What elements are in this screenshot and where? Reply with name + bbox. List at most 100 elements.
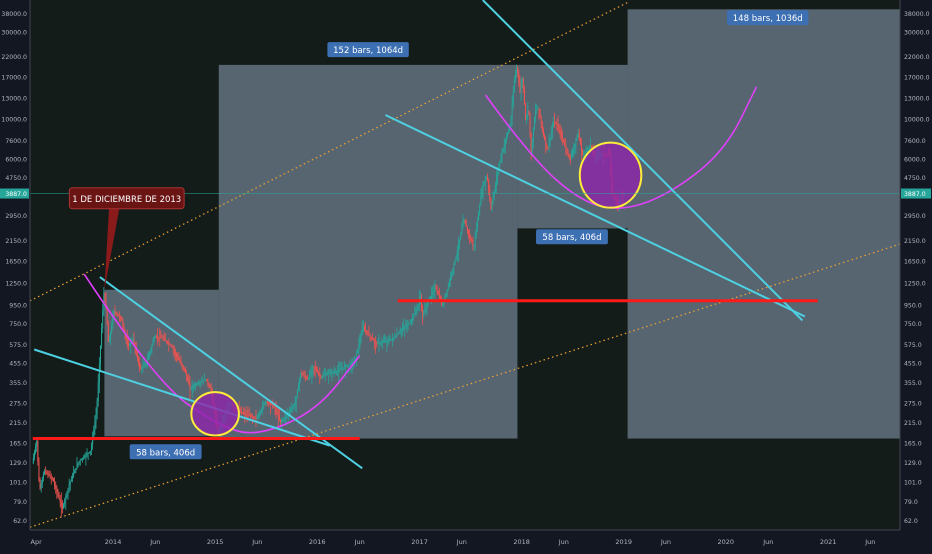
candle-body-8 bbox=[41, 478, 43, 484]
candle-body-458 bbox=[545, 139, 547, 144]
candle-body-348 bbox=[422, 309, 424, 316]
candle-body-352 bbox=[426, 303, 428, 307]
candle-body-275 bbox=[340, 368, 342, 370]
candle-body-385 bbox=[463, 220, 465, 224]
candle-body-31 bbox=[67, 488, 69, 493]
candle-body-248 bbox=[310, 372, 312, 376]
candle-body-314 bbox=[384, 341, 386, 343]
candle-body-477 bbox=[566, 148, 568, 152]
candle-body-149 bbox=[199, 382, 201, 384]
candle-body-72 bbox=[113, 311, 115, 317]
time-tick-label-9: 2018 bbox=[513, 538, 530, 546]
candle-body-371 bbox=[447, 285, 449, 290]
candle-body-498 bbox=[589, 145, 591, 147]
candle-body-308 bbox=[377, 343, 379, 345]
candle-body-155 bbox=[206, 379, 208, 382]
candle-body-239 bbox=[300, 373, 302, 380]
range-label-box-2 bbox=[327, 42, 409, 58]
candle-body-232 bbox=[292, 406, 294, 409]
candle-body-185 bbox=[239, 411, 241, 413]
highlight-ellipse-2 bbox=[578, 141, 643, 209]
candle-body-154 bbox=[205, 379, 207, 381]
candle-body-123 bbox=[170, 344, 172, 346]
candle-body-415 bbox=[497, 172, 499, 179]
candle-body-442 bbox=[527, 110, 529, 115]
candle-body-430 bbox=[513, 80, 515, 93]
candle-body-22 bbox=[57, 492, 59, 496]
candle-body-356 bbox=[431, 294, 433, 297]
left-axis-panel bbox=[0, 0, 30, 550]
candle-body-212 bbox=[270, 403, 272, 405]
candle-body-417 bbox=[499, 161, 501, 167]
candle-body-70 bbox=[111, 324, 113, 333]
candle-body-290 bbox=[357, 348, 359, 354]
left-tick-label-3: 129.0 bbox=[9, 460, 27, 467]
candle-body-207 bbox=[264, 401, 266, 405]
candle-body-237 bbox=[297, 385, 299, 391]
candle-body-431 bbox=[514, 73, 516, 81]
candle-body-263 bbox=[327, 373, 329, 375]
candle-body-211 bbox=[268, 402, 270, 404]
candle-body-240 bbox=[301, 373, 303, 375]
candle-body-251 bbox=[313, 366, 315, 368]
candle-body-90 bbox=[133, 338, 135, 344]
candle-body-395 bbox=[474, 236, 476, 245]
candle-body-411 bbox=[492, 196, 494, 203]
candle-body-386 bbox=[464, 220, 466, 224]
candle-body-449 bbox=[535, 110, 537, 118]
candle-body-363 bbox=[438, 294, 440, 299]
left-tick-label-12: 1250.0 bbox=[5, 281, 27, 288]
left-tick-label-23: 22000.0 bbox=[1, 54, 27, 61]
candle-body-262 bbox=[325, 374, 327, 376]
candle-body-323 bbox=[394, 337, 396, 339]
right-axis-panel bbox=[900, 0, 932, 550]
candle-body-343 bbox=[416, 307, 418, 310]
candle-body-156 bbox=[207, 381, 209, 384]
right-tick-label-15: 2950.0 bbox=[904, 213, 926, 220]
right-tick-label-10: 750.0 bbox=[904, 321, 922, 328]
candle-body-61 bbox=[101, 328, 103, 346]
candle-body-25 bbox=[60, 502, 62, 507]
candle-body-360 bbox=[435, 287, 437, 289]
candle-body-74 bbox=[115, 312, 117, 314]
candle-body-394 bbox=[473, 244, 475, 247]
candle-body-225 bbox=[284, 416, 286, 419]
candle-body-28 bbox=[64, 500, 66, 504]
magenta-arc-1 bbox=[83, 273, 361, 434]
candle-body-305 bbox=[374, 340, 376, 342]
left-tick-label-19: 7600.0 bbox=[5, 138, 27, 145]
candle-body-454 bbox=[540, 116, 542, 124]
time-tick-label-12: Jun bbox=[660, 538, 671, 546]
candle-body-193 bbox=[248, 415, 250, 417]
candle-body-378 bbox=[455, 255, 457, 260]
current-price-label-left: 3887.0 bbox=[5, 191, 27, 198]
candle-body-422 bbox=[504, 140, 506, 144]
candle-body-26 bbox=[61, 506, 63, 508]
right-tick-label-12: 1250.0 bbox=[904, 281, 926, 288]
candle-body-281 bbox=[347, 364, 349, 366]
candle-body-41 bbox=[78, 461, 80, 463]
candle-body-143 bbox=[192, 386, 194, 388]
right-tick-label-19: 7600.0 bbox=[904, 138, 926, 145]
candle-body-382 bbox=[460, 234, 462, 240]
candle-body-11 bbox=[45, 471, 47, 473]
candle-body-127 bbox=[174, 351, 176, 354]
candle-body-497 bbox=[588, 146, 590, 148]
candle-body-479 bbox=[568, 154, 570, 158]
candle-body-29 bbox=[65, 496, 67, 501]
candle-body-102 bbox=[146, 359, 148, 364]
candle-body-69 bbox=[110, 332, 112, 341]
candle-body-112 bbox=[158, 336, 160, 338]
candle-body-186 bbox=[240, 412, 242, 413]
candle-body-365 bbox=[441, 301, 443, 305]
cyan-trend-line-1 bbox=[99, 276, 363, 470]
candle-body-440 bbox=[525, 103, 527, 119]
current-price-badge-right bbox=[901, 188, 931, 199]
candle-body-452 bbox=[538, 108, 540, 110]
candle-body-105 bbox=[150, 348, 152, 353]
candle-body-32 bbox=[68, 484, 70, 489]
candle-body-16 bbox=[50, 476, 52, 478]
candle-body-35 bbox=[72, 476, 74, 479]
candle-body-202 bbox=[258, 413, 260, 416]
